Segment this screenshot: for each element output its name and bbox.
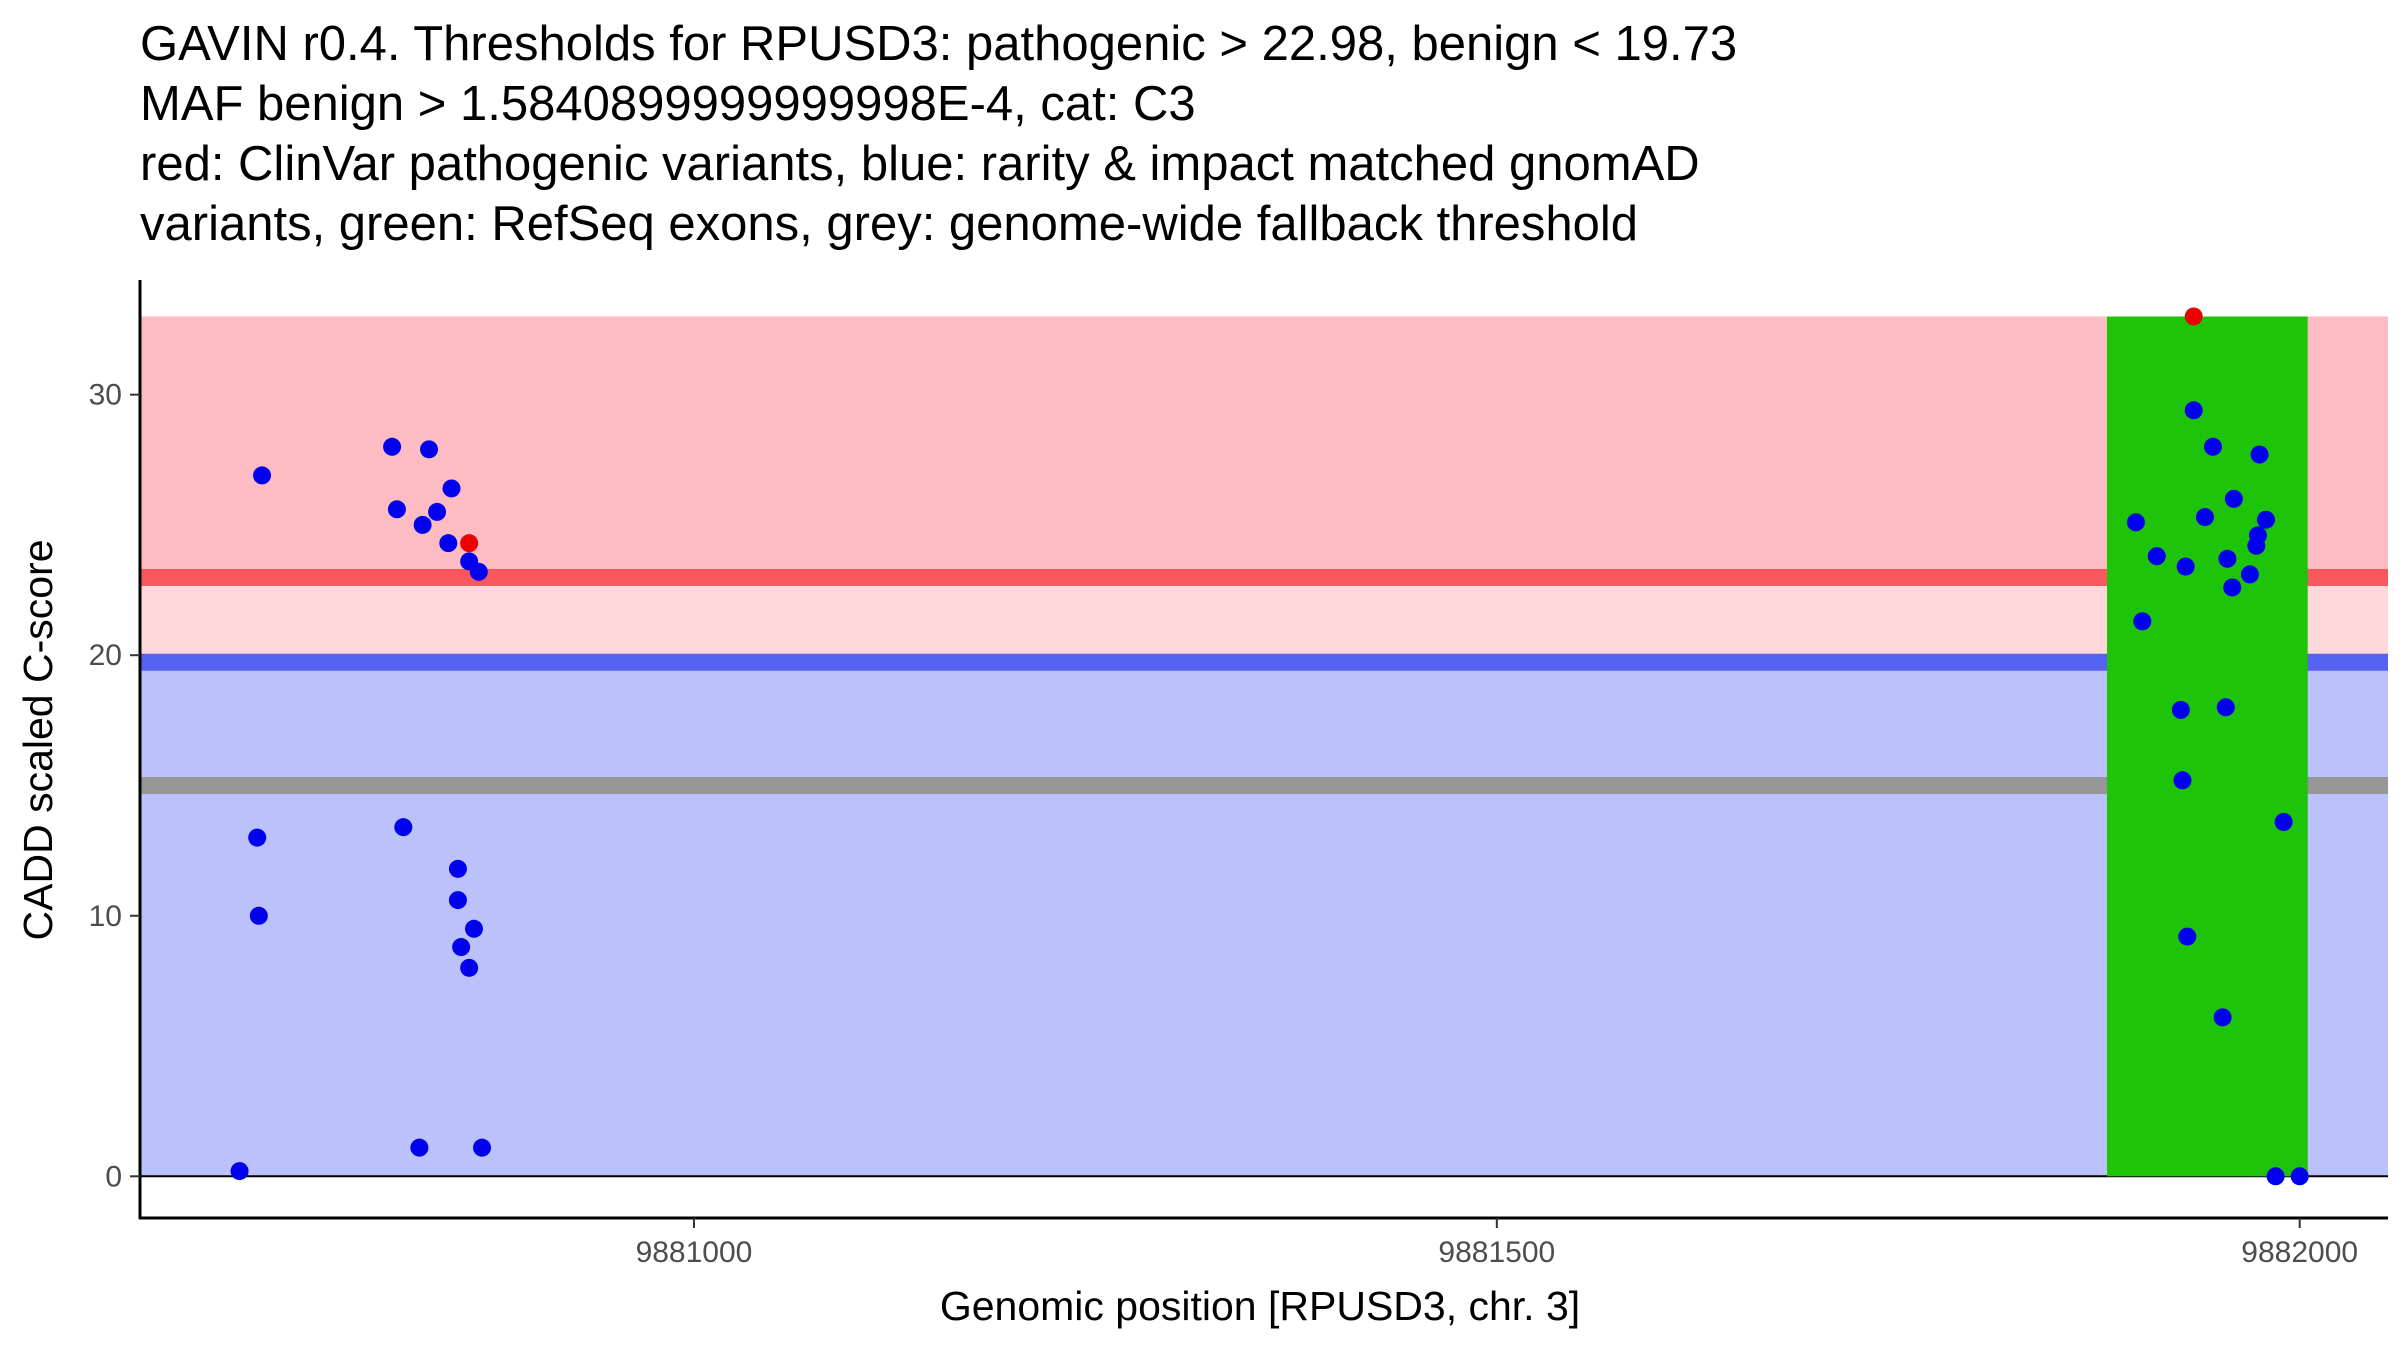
- pathogenic-point: [2184, 307, 2203, 326]
- x-axis-title: Genomic position [RPUSD3, chr. 3]: [940, 1283, 1580, 1329]
- gnomad-point: [464, 919, 483, 938]
- gnomad-point: [2178, 927, 2197, 946]
- gnomad-point: [2126, 513, 2145, 532]
- gnomad-point: [452, 938, 471, 957]
- x-tick-label: 9882000: [2241, 1236, 2358, 1269]
- title-line: MAF benign > 1.5840899999999998E-4, cat:…: [140, 77, 1196, 131]
- gnomad-point: [2173, 771, 2192, 790]
- uncertain-region: [140, 577, 2388, 663]
- gnomad-point: [2256, 510, 2275, 529]
- gnomad-point: [2195, 508, 2214, 527]
- gnomad-point: [2216, 698, 2235, 717]
- gnomad-point: [428, 502, 447, 521]
- gnomad-point: [387, 500, 406, 519]
- gnomad-point: [2224, 489, 2243, 508]
- gnomad-point: [2250, 445, 2269, 464]
- exon-region: [2107, 316, 2308, 1177]
- gnomad-point: [383, 437, 402, 456]
- gnomad-point: [2203, 437, 2222, 456]
- gnomad-point: [420, 440, 439, 459]
- gnomad-point: [442, 479, 461, 498]
- gnomad-point: [410, 1138, 429, 1157]
- pathogenic-region: [140, 316, 2388, 578]
- gnomad-point: [413, 515, 432, 534]
- gnomad-point: [2223, 578, 2242, 597]
- x-tick-label: 9881500: [1438, 1236, 1555, 1269]
- title-line: red: ClinVar pathogenic variants, blue: …: [140, 137, 1700, 191]
- title-line: GAVIN r0.4. Thresholds for RPUSD3: patho…: [140, 17, 1738, 71]
- gnomad-point: [253, 466, 272, 485]
- y-tick-label: 0: [105, 1160, 122, 1193]
- pathogenic-points: [460, 307, 2203, 553]
- gnomad-point: [230, 1162, 249, 1181]
- y-tick-label: 30: [89, 379, 122, 412]
- exon-regions: [2107, 316, 2308, 1177]
- x-tick-label: 9881000: [636, 1236, 753, 1269]
- chart-title: GAVIN r0.4. Thresholds for RPUSD3: patho…: [140, 14, 1737, 254]
- gnomad-point: [448, 859, 467, 878]
- gnomad-point: [469, 562, 488, 581]
- axes: 0 10 20 30 9881000 9881500 9882000: [89, 280, 2388, 1269]
- data-points: [230, 307, 2309, 1186]
- y-tick-label: 20: [89, 639, 122, 672]
- pathogenic-point: [460, 534, 479, 553]
- threshold-regions: [140, 316, 2388, 1178]
- gnomad-point: [439, 534, 458, 553]
- gnomad-point: [249, 906, 268, 925]
- gnomad-point: [460, 958, 479, 977]
- gnomad-point: [2213, 1008, 2232, 1027]
- gnomad-point: [248, 828, 267, 847]
- benign-region: [140, 662, 2388, 1177]
- gnomad-point: [2218, 549, 2237, 568]
- gnomad-point: [2176, 557, 2195, 576]
- gnomad-point: [2240, 565, 2259, 584]
- gnomad-points: [230, 401, 2309, 1186]
- gnomad-point: [2266, 1167, 2285, 1186]
- gnomad-point: [2290, 1167, 2309, 1186]
- gnomad-point: [2274, 812, 2293, 831]
- y-axis-title: CADD scaled C-score: [15, 540, 61, 941]
- gnomad-point: [473, 1138, 492, 1157]
- gnomad-point: [2133, 612, 2152, 631]
- gnomad-point: [2248, 526, 2267, 545]
- gnomad-point: [394, 818, 413, 837]
- gnomad-point: [448, 891, 467, 910]
- gnomad-point: [2184, 401, 2203, 420]
- y-tick-label: 10: [89, 900, 122, 933]
- gnomad-point: [2147, 547, 2166, 566]
- title-line: variants, green: RefSeq exons, grey: gen…: [140, 197, 1639, 251]
- gnomad-point: [2171, 700, 2190, 719]
